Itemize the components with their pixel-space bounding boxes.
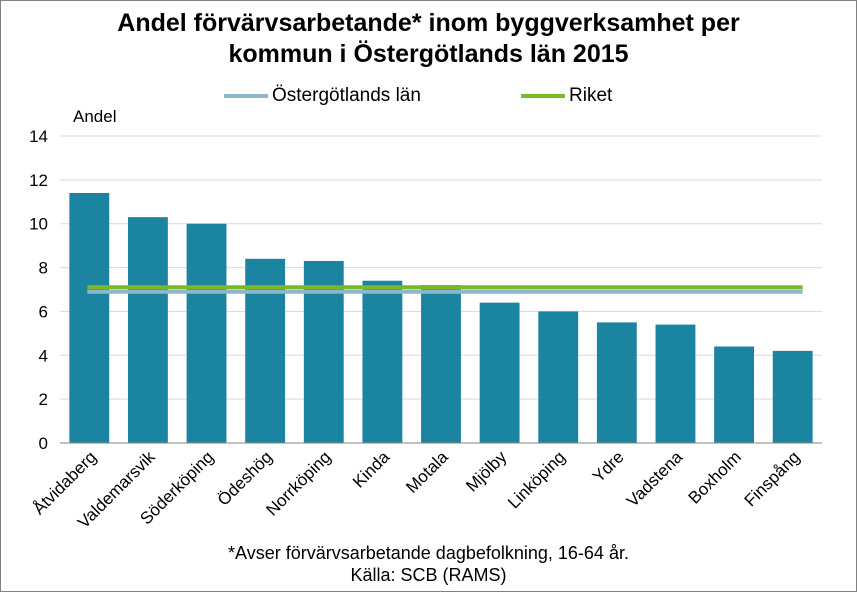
y-tick-label: 0 [39, 434, 48, 453]
bar [421, 285, 461, 443]
x-tick-label: Mjölby [462, 447, 511, 496]
x-tick-label: Kinda [349, 447, 394, 492]
chart-legend: Östergötlands län Riket [0, 85, 857, 107]
x-tick-label: Linköping [504, 447, 569, 512]
y-tick-label: 4 [39, 346, 48, 365]
footnote-source: Källa: SCB (RAMS) [350, 565, 507, 585]
y-tick-label: 8 [39, 259, 48, 278]
legend-label-ostergotland: Östergötlands län [272, 85, 421, 106]
bar [772, 350, 813, 443]
chart-title-line1: Andel förvärvsarbetande* inom byggverksa… [117, 9, 740, 37]
x-tick-label: Finspång [741, 447, 804, 510]
bar [362, 280, 403, 443]
y-tick-label: 2 [39, 390, 48, 409]
legend-swatch-riket [521, 94, 565, 98]
x-tick-label: Ödeshög [214, 447, 276, 509]
legend-label-riket: Riket [569, 85, 613, 106]
x-tick-label: Motala [402, 447, 452, 497]
bar [596, 322, 637, 443]
x-tick-label: Boxholm [685, 447, 745, 507]
bar [186, 223, 227, 443]
legend-item-ostergotland: Östergötlands län [224, 85, 421, 107]
bar [245, 258, 286, 443]
x-tick-label: Vadstena [623, 447, 687, 511]
y-axis-label: Andel [73, 107, 116, 126]
chart-title: Andel förvärvsarbetande* inom byggverksa… [0, 8, 857, 70]
bar [127, 217, 168, 443]
y-tick-label: 12 [29, 171, 48, 190]
y-tick-label: 14 [29, 127, 48, 146]
legend-item-riket: Riket [521, 85, 612, 107]
chart-title-line2: kommun i Östergötlands län 2015 [228, 40, 629, 68]
y-tick-label: 10 [29, 215, 48, 234]
bar [69, 193, 110, 443]
bar [714, 346, 755, 443]
legend-swatch-ostergotland [224, 94, 268, 98]
y-tick-label: 6 [39, 302, 48, 321]
x-tick-label: Ydre [589, 447, 628, 486]
bar [655, 324, 696, 443]
footnote-definition: *Avser förvärvsarbetande dagbefolkning, … [228, 543, 629, 563]
bar [479, 302, 520, 443]
bar [538, 311, 579, 443]
